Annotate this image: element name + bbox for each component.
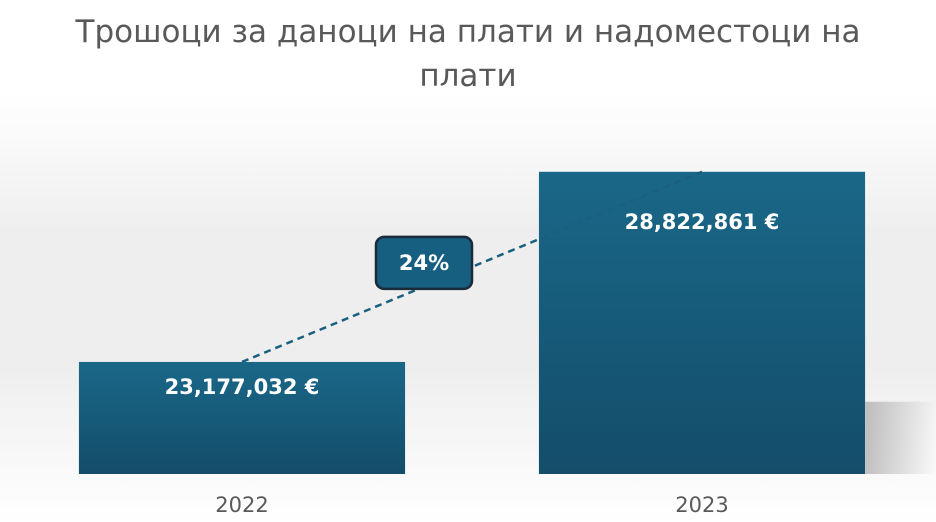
value-label: 23,177,032 €: [165, 375, 320, 399]
bar: [538, 171, 866, 474]
x-tick-label: 2023: [675, 493, 728, 517]
value-label: 28,822,861 €: [625, 210, 780, 234]
annotation: 24%: [399, 251, 449, 275]
bar-shadow: [865, 401, 936, 474]
trend-line: [241, 170, 703, 364]
bar: [78, 361, 406, 474]
chart-title: Трошоци за даноци на плати и надоместоци…: [75, 14, 861, 94]
x-tick-label: 2022: [215, 493, 268, 517]
annotation-box: [374, 235, 474, 291]
